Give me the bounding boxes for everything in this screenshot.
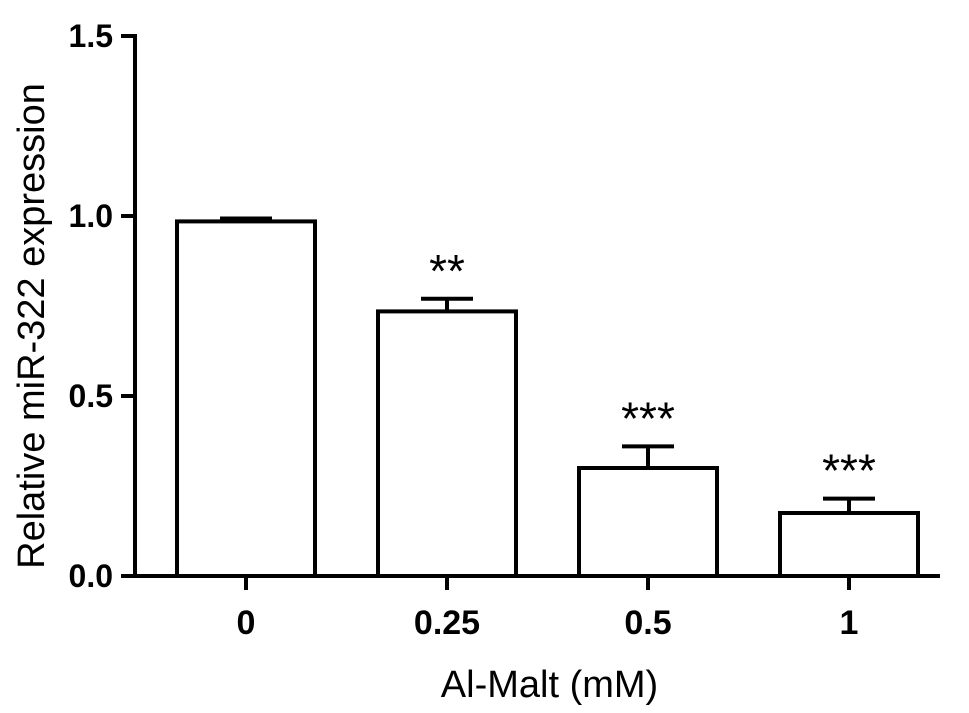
bar xyxy=(175,219,317,578)
x-tick-label: 0.5 xyxy=(624,604,671,642)
significance-label: *** xyxy=(822,445,876,497)
x-ticks: 0 0.25 0.5 1 xyxy=(237,576,859,642)
x-tick-label: 0.25 xyxy=(414,604,480,642)
x-tick-label: 1 xyxy=(840,604,859,642)
bar xyxy=(778,511,920,578)
y-tick-label: 0.5 xyxy=(69,378,113,414)
significance-label: *** xyxy=(621,392,675,444)
y-tick-label: 1.0 xyxy=(69,198,113,234)
x-axis-title: Al-Malt (mM) xyxy=(441,664,658,706)
significance-label: ** xyxy=(429,245,465,297)
bar xyxy=(577,466,719,578)
bar xyxy=(376,309,518,578)
x-tick-label: 0 xyxy=(237,604,256,642)
y-tick-label: 0.0 xyxy=(69,558,113,594)
y-ticks: 0.0 0.5 1.0 1.5 xyxy=(69,18,135,594)
bars-layer: ******** xyxy=(175,216,920,578)
y-tick-label: 1.5 xyxy=(69,18,113,54)
axes-layer xyxy=(133,34,940,578)
y-axis-title: Relative miR-322 expression xyxy=(11,83,53,569)
